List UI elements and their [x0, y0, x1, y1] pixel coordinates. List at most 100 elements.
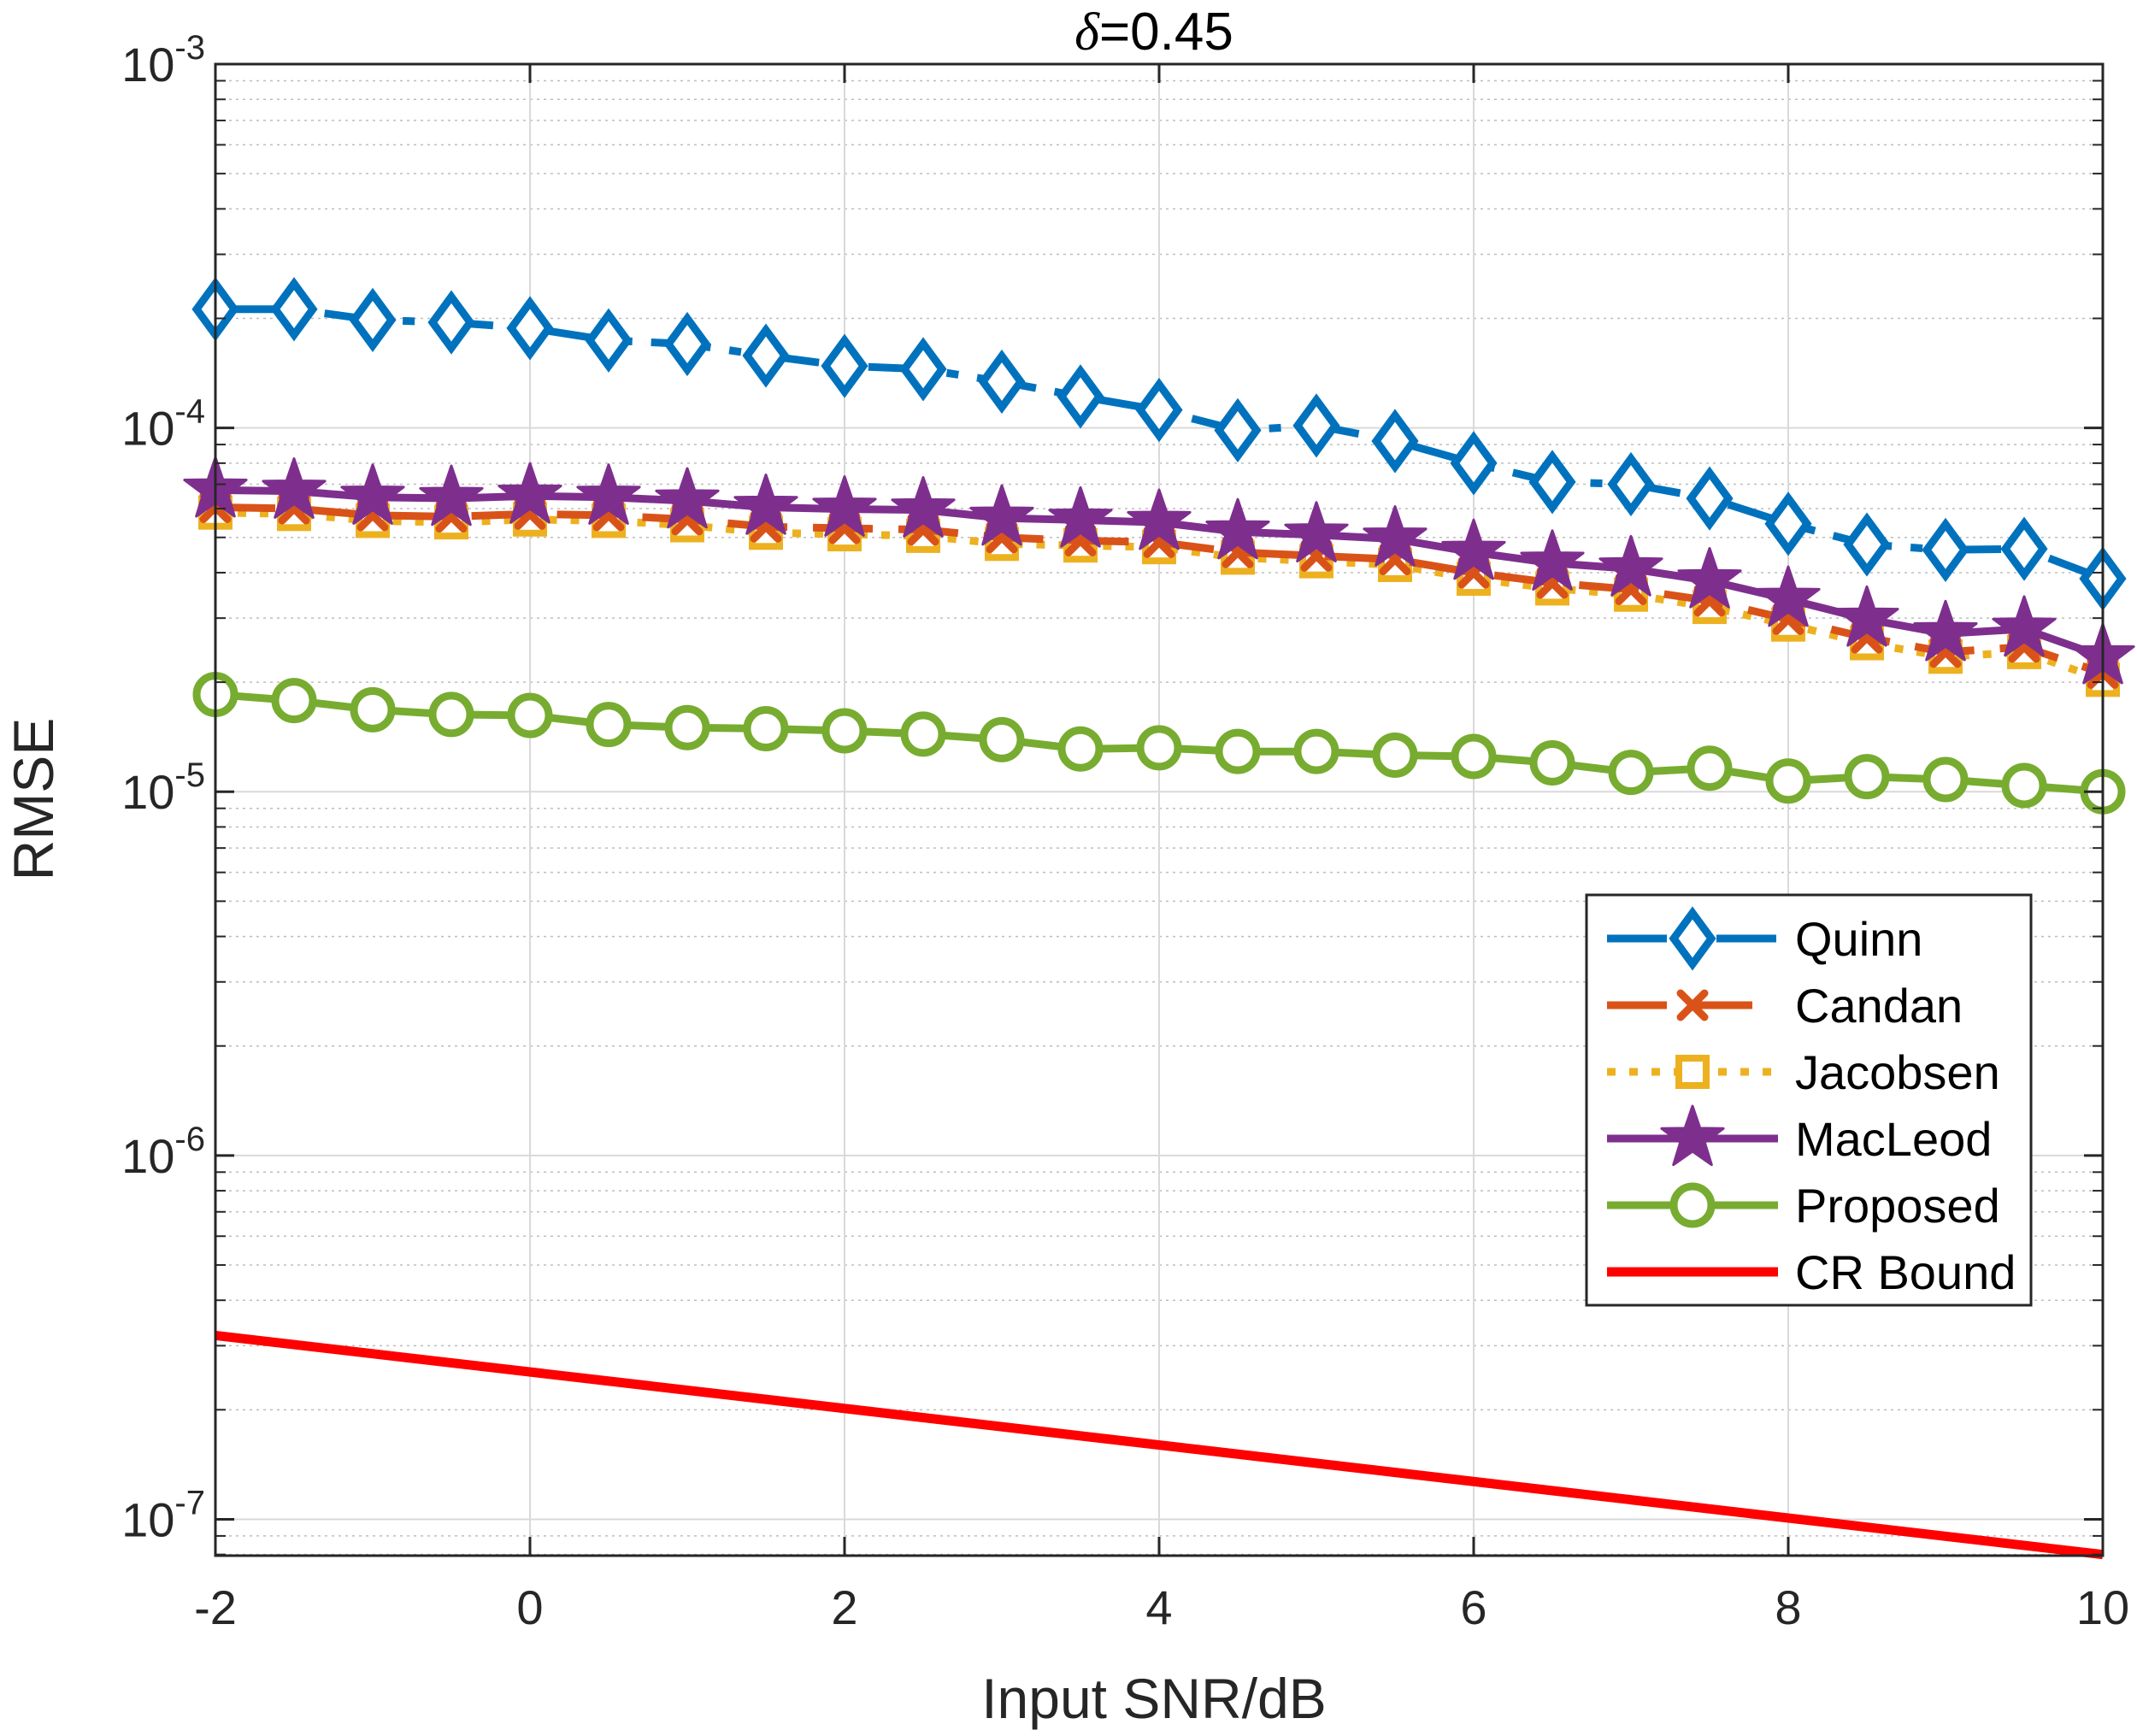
data-point-quinn [742, 323, 790, 388]
title-value: =0.45 [1099, 3, 1233, 62]
data-point-proposed [1372, 733, 1418, 779]
y-tick-base: 10 [121, 402, 174, 456]
data-point-quinn [506, 296, 554, 361]
data-point-proposed [1844, 754, 1890, 800]
y-tick-label: 10-3 [121, 29, 205, 91]
legend-swatch-marker [1669, 906, 1716, 971]
data-point-quinn [270, 277, 318, 342]
data-point-quinn [349, 287, 397, 352]
series-proposed [192, 672, 2126, 815]
data-point-proposed [1451, 733, 1497, 780]
legend-swatch-marker [1675, 1055, 1710, 1089]
data-point-quinn [899, 337, 947, 402]
y-tick-exponent: -7 [174, 1484, 205, 1521]
data-point-macleod [1598, 534, 1663, 597]
legend-label: Candan [1795, 979, 1963, 1033]
data-point-quinn [821, 333, 868, 398]
x-tick-label: 4 [1145, 1580, 1172, 1634]
legend-item-quinn: Quinn [1607, 906, 1922, 971]
data-point-macleod [733, 474, 798, 535]
data-point-proposed [1529, 740, 1575, 786]
legend-label: Proposed [1795, 1179, 2000, 1233]
y-tick-exponent: -4 [174, 393, 205, 431]
data-point-macleod [1834, 585, 1899, 647]
y-tick-base: 10 [121, 1492, 174, 1546]
data-point-macleod [1756, 565, 1821, 627]
data-point-quinn [1922, 517, 1969, 582]
tick-marks [214, 62, 2105, 1556]
x-tick-label: 6 [1460, 1580, 1486, 1634]
data-point-quinn [1843, 512, 1891, 577]
data-point-macleod [1441, 518, 1506, 580]
data-point-quinn [1292, 393, 1340, 458]
y-tick-base: 10 [121, 1129, 174, 1183]
y-axis-label: RMSE [2, 718, 65, 881]
data-point-macleod [1677, 547, 1742, 609]
legend-swatch-marker [1660, 1104, 1725, 1167]
data-point-quinn [1764, 491, 1812, 556]
data-point-macleod [1913, 599, 1978, 662]
data-point-quinn [1686, 466, 1734, 531]
legend-label: Quinn [1795, 912, 1922, 966]
x-tick-label: -2 [194, 1580, 237, 1634]
data-point-proposed [1057, 726, 1104, 772]
data-point-proposed [743, 706, 789, 752]
data-point-quinn [1214, 397, 1262, 463]
data-point-macleod [1048, 485, 1113, 548]
data-point-macleod [1205, 497, 1270, 560]
data-point-quinn [1528, 450, 1576, 515]
data-point-proposed [900, 711, 946, 757]
series-cr-bound [215, 1330, 2104, 1560]
data-point-macleod [812, 475, 877, 537]
y-tick-exponent: -6 [174, 1121, 205, 1158]
data-point-proposed [821, 708, 868, 754]
data-point-quinn [978, 349, 1026, 415]
data-point-macleod [969, 484, 1034, 546]
x-axis-label: Input SNR/dB [981, 1667, 1327, 1730]
data-point-macleod [1520, 529, 1585, 591]
data-point-proposed [1215, 728, 1261, 774]
y-tick-base: 10 [121, 38, 174, 91]
data-point-macleod [1127, 488, 1192, 550]
x-tick-label: 2 [831, 1580, 857, 1634]
data-point-macleod [1992, 595, 2057, 657]
data-point-proposed [979, 716, 1025, 762]
y-tick-base: 10 [121, 765, 174, 819]
data-point-proposed [1136, 725, 1182, 771]
legend: Quinn Candan Jacobsen MacLeod Proposed CR Bou… [1585, 893, 2033, 1307]
legend-item-proposed: Proposed [1607, 1179, 2000, 1233]
data-point-quinn [1371, 409, 1419, 474]
data-point-macleod [576, 463, 641, 525]
x-tick-label: 10 [2076, 1580, 2129, 1634]
data-point-proposed [586, 702, 632, 748]
legend-label: Jacobsen [1795, 1045, 2000, 1099]
legend-swatch-marker [1676, 989, 1709, 1021]
data-point-proposed [664, 704, 710, 750]
x-marker-stroke [1676, 989, 1709, 1021]
x-tick-label: 0 [516, 1580, 543, 1634]
x-tick-label: 8 [1775, 1580, 1801, 1634]
y-tick-labels: 10-710-610-510-410-3 [121, 29, 205, 1546]
series-macleod [183, 456, 2135, 685]
legend-swatch-marker [1669, 1182, 1716, 1228]
series-layer [183, 277, 2135, 1560]
y-tick-label: 10-5 [121, 756, 205, 819]
data-point-proposed [350, 686, 396, 733]
data-point-quinn [2000, 516, 2048, 581]
legend-label: MacLeod [1795, 1112, 1992, 1166]
data-point-proposed [1922, 756, 1969, 803]
legend-item-jacobsen: Jacobsen [1607, 1045, 2000, 1099]
data-point-macleod [419, 464, 484, 527]
chart-title: δ=0.45 [1074, 3, 1233, 62]
data-point-proposed [1687, 745, 1733, 791]
y-tick-exponent: -3 [174, 29, 205, 67]
data-point-macleod [340, 463, 405, 525]
data-point-proposed [1608, 750, 1654, 796]
data-point-macleod [497, 462, 562, 524]
data-point-macleod [262, 457, 327, 519]
legend-box [1585, 893, 2033, 1307]
data-point-quinn [1057, 364, 1104, 429]
y-tick-label: 10-6 [121, 1121, 205, 1183]
